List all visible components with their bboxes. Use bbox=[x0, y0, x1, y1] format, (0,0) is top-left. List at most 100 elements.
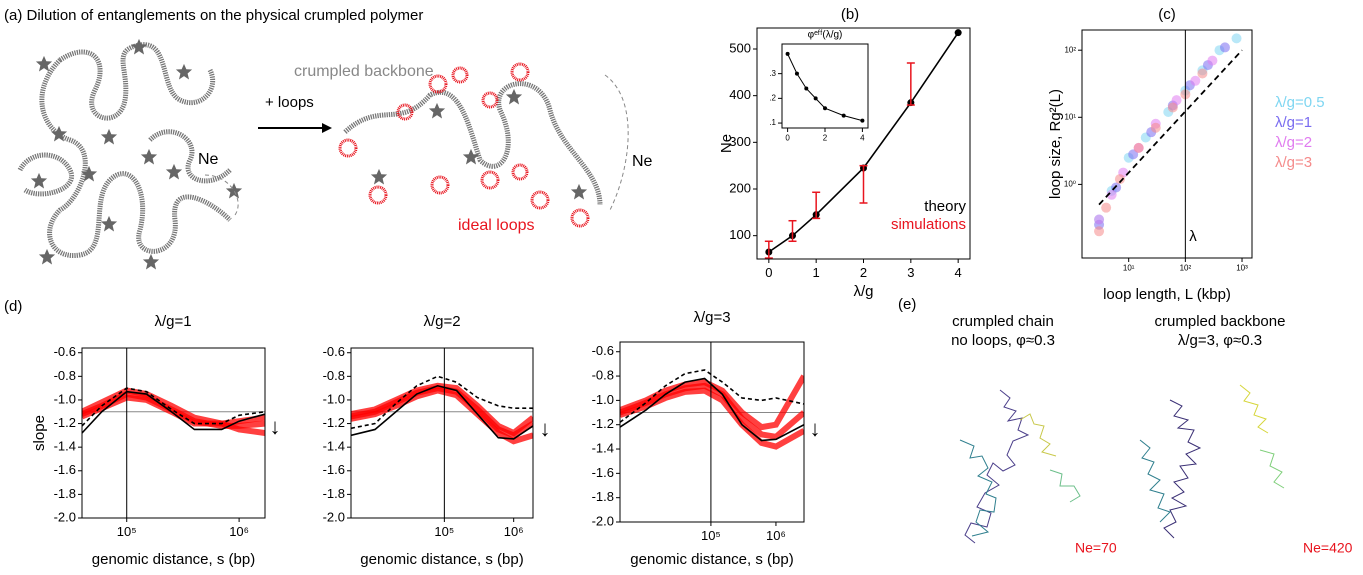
star bbox=[35, 55, 53, 72]
y-tick-label: 400 bbox=[729, 87, 751, 102]
plot-area bbox=[620, 342, 804, 522]
x-tick-label: 1 bbox=[813, 265, 820, 280]
y-tick-label: .2 bbox=[769, 93, 776, 102]
plot-frame bbox=[81, 347, 266, 519]
y-tick-label: -2.0 bbox=[592, 513, 614, 528]
legend-entry: theory bbox=[924, 198, 966, 215]
arrow-head bbox=[322, 123, 332, 133]
chart-title: φᵉᶠᶠ(λ/g) bbox=[808, 30, 843, 41]
star bbox=[505, 88, 523, 105]
fit-line bbox=[1098, 49, 1243, 206]
ne-label: Ne bbox=[632, 153, 653, 170]
chart-title: λ/g=2 bbox=[423, 313, 460, 330]
ne-arrow bbox=[604, 74, 629, 211]
coil bbox=[58, 42, 216, 121]
point bbox=[1219, 42, 1230, 53]
point bbox=[794, 71, 799, 76]
y-axis-label: slope bbox=[31, 415, 48, 451]
chart: λ/g=2 10⁵ 10⁶ -0.6 -0.8 -1.0 -1.2 -1.4 -1.6 -1.8 -… bbox=[323, 313, 551, 568]
chart-title: λ/g=3 bbox=[693, 309, 730, 326]
series-line bbox=[620, 369, 804, 423]
y-tick-label: -0.6 bbox=[54, 344, 76, 359]
plot-area bbox=[82, 348, 265, 518]
y-tick-label: 300 bbox=[729, 134, 751, 149]
x-tick-label: 4 bbox=[955, 265, 962, 280]
x-axis-label: genomic distance, s (bp) bbox=[630, 551, 793, 568]
series-line bbox=[787, 53, 863, 122]
x-axis-label: genomic distance, s (bp) bbox=[360, 551, 523, 568]
y-tick-label: 200 bbox=[729, 180, 751, 195]
plot-area bbox=[785, 51, 865, 123]
chain bbox=[1163, 399, 1202, 539]
series-line bbox=[82, 387, 265, 436]
y-tick-label: -1.6 bbox=[54, 462, 76, 477]
x-tick-label: 0 bbox=[765, 265, 772, 280]
ne-label: Ne=420 bbox=[1303, 540, 1353, 556]
coil bbox=[17, 129, 232, 197]
y-tick-label: -1.2 bbox=[323, 415, 345, 430]
point bbox=[1231, 33, 1242, 44]
annotation: λ bbox=[1189, 228, 1197, 245]
star bbox=[175, 63, 193, 80]
star bbox=[100, 128, 118, 145]
y-tick-label: 100 bbox=[729, 227, 751, 242]
snapshot-title: crumpled backbone bbox=[1155, 313, 1286, 330]
point bbox=[1106, 189, 1117, 200]
chain bbox=[959, 439, 997, 537]
series-line bbox=[351, 375, 533, 430]
ne-label: Ne=70 bbox=[1075, 540, 1117, 556]
snapshot-title: crumpled chain bbox=[952, 313, 1054, 330]
snapshot-title: λ/g=3, φ≈0.3 bbox=[1178, 332, 1262, 349]
series-line bbox=[620, 377, 804, 442]
x-tick-label: 10⁶ bbox=[229, 524, 249, 539]
x-tick-label: 3 bbox=[907, 265, 914, 280]
loop bbox=[510, 62, 530, 82]
legend-entry: λ/g=2 bbox=[1275, 134, 1312, 151]
y-tick-label: -1.4 bbox=[592, 440, 614, 455]
x-axis-label: loop length, L (kbp) bbox=[1103, 286, 1231, 303]
chart-title: λ/g=1 bbox=[154, 313, 191, 330]
y-tick-label: -0.8 bbox=[592, 367, 614, 382]
y-tick-label: -1.2 bbox=[54, 415, 76, 430]
y-tick-label: -1.4 bbox=[323, 439, 345, 454]
series-line bbox=[620, 374, 804, 431]
plot-area bbox=[764, 29, 962, 259]
plot-frame bbox=[781, 43, 869, 129]
loop bbox=[368, 185, 388, 205]
panel-d-label: (d) bbox=[4, 298, 22, 315]
chart-title: (b) bbox=[841, 6, 859, 23]
y-tick-label: -1.8 bbox=[323, 486, 345, 501]
chain bbox=[1139, 439, 1171, 523]
x-tick-label: 10¹ bbox=[1123, 264, 1135, 273]
point bbox=[1114, 174, 1125, 185]
arrow-label: + loops bbox=[265, 94, 314, 111]
y-tick-label: -1.8 bbox=[592, 489, 614, 504]
loops-label: ideal loops bbox=[458, 217, 535, 234]
point bbox=[841, 113, 846, 118]
chain bbox=[964, 389, 1030, 544]
chart: λ/g=3 10⁵ 10⁶ -0.6 -0.8 -1.0 -1.2 -1.4 -1.6 -1.8 -… bbox=[592, 309, 821, 568]
point bbox=[1101, 202, 1112, 213]
chain bbox=[1239, 384, 1269, 434]
x-tick-label: 2 bbox=[823, 134, 828, 143]
legend-entry: λ/g=3 bbox=[1275, 154, 1312, 171]
y-tick-label: -1.6 bbox=[323, 462, 345, 477]
y-tick-label: 10⁰ bbox=[1064, 180, 1076, 189]
series-line bbox=[82, 390, 265, 434]
y-tick-label: -0.8 bbox=[54, 368, 76, 383]
point bbox=[860, 118, 865, 123]
series-line bbox=[351, 387, 533, 445]
x-tick-label: 2 bbox=[860, 265, 867, 280]
annotation: ↓ bbox=[270, 414, 281, 439]
star bbox=[225, 182, 243, 199]
panel-a-title: (a) Dilution of entanglements on the phy… bbox=[4, 7, 423, 24]
x-tick-label: 0 bbox=[785, 134, 790, 143]
y-tick-label: .1 bbox=[769, 118, 776, 127]
x-tick-label: 10⁵ bbox=[117, 524, 137, 539]
legend-entry: simulations bbox=[891, 216, 966, 233]
y-tick-label: -0.6 bbox=[592, 343, 614, 358]
series-line bbox=[82, 387, 265, 427]
y-tick-label: -2.0 bbox=[323, 509, 345, 524]
series-line bbox=[768, 32, 959, 253]
